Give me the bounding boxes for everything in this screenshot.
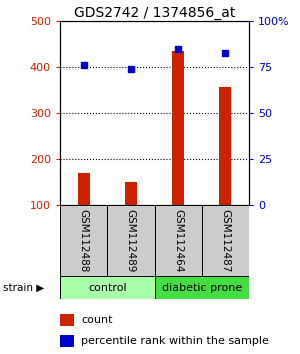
Text: control: control	[88, 282, 127, 293]
Bar	[107, 205, 154, 276]
Text: GSM112489: GSM112489	[126, 209, 136, 273]
Text: GSM112464: GSM112464	[173, 209, 183, 273]
Bar	[60, 314, 74, 326]
Bar	[202, 205, 249, 276]
Text: diabetic prone: diabetic prone	[162, 282, 242, 293]
Bar	[78, 173, 89, 251]
Bar	[60, 276, 154, 299]
Bar	[172, 51, 184, 251]
Text: percentile rank within the sample: percentile rank within the sample	[81, 336, 269, 346]
Text: GSM112488: GSM112488	[79, 209, 88, 273]
Bar	[154, 276, 249, 299]
Text: count: count	[81, 315, 112, 325]
Bar	[154, 205, 202, 276]
Bar	[220, 87, 231, 251]
Text: strain ▶: strain ▶	[3, 282, 44, 293]
Bar	[125, 182, 137, 251]
Bar	[60, 205, 107, 276]
Title: GDS2742 / 1374856_at: GDS2742 / 1374856_at	[74, 6, 235, 20]
Bar	[60, 335, 74, 347]
Text: GSM112487: GSM112487	[220, 209, 230, 273]
